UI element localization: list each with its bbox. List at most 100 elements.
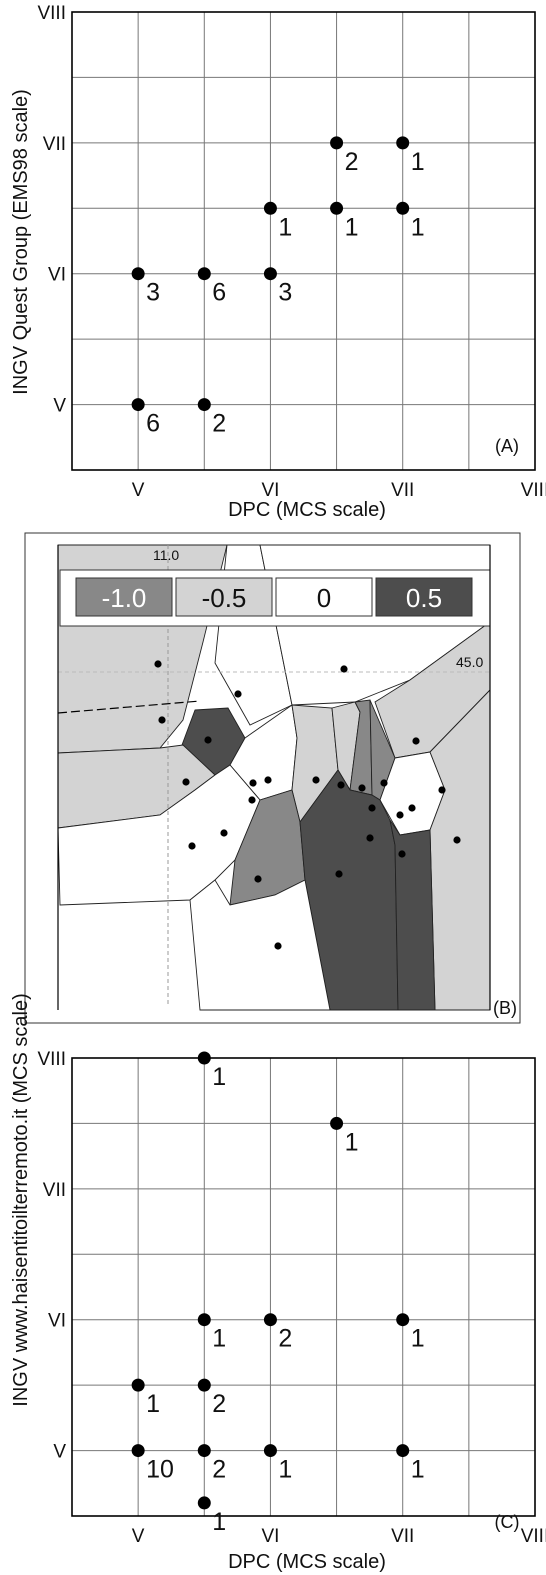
point-count-label: 1 — [212, 1325, 226, 1353]
data-point — [263, 267, 277, 281]
point-count-label: 1 — [212, 1508, 226, 1536]
x-tick-label: V — [132, 480, 145, 501]
panel-b-frame — [24, 532, 521, 1024]
station-dot — [408, 804, 416, 812]
point-count-label: 3 — [278, 279, 292, 307]
region-boundary-dashed — [57, 700, 201, 714]
legend-label: 0.5 — [406, 583, 442, 613]
data-point — [330, 1116, 344, 1130]
station-dot — [368, 804, 376, 812]
legend-label: 0 — [317, 583, 331, 613]
panel-c-scatter: V VI VII VIII V VI VII VIII 1 1 1 2 1 1 2 10 2 1 1 1 — [37, 1049, 546, 1547]
point-count-label: 2 — [212, 1390, 226, 1418]
station-dot — [264, 776, 272, 784]
station-dot — [340, 665, 348, 673]
panel-c-label: (C) — [495, 1512, 520, 1532]
y-tick-label: V — [53, 396, 66, 417]
station-dot — [335, 870, 343, 878]
y-tick-label: VI — [48, 265, 66, 286]
panel-c-xlabel: DPC (MCS scale) — [228, 1551, 386, 1573]
station-dot — [396, 811, 404, 819]
y-tick-label: VI — [48, 1311, 66, 1332]
y-tick-label: VII — [43, 134, 66, 155]
station-dot — [234, 690, 242, 698]
data-point — [330, 136, 344, 150]
station-dot — [254, 875, 262, 883]
y-tick-label: VII — [43, 1180, 66, 1201]
longitude-label: 11.0 — [153, 547, 179, 563]
station-dot — [204, 736, 212, 744]
data-point — [131, 1378, 145, 1392]
latitude-label: 45.0 — [456, 654, 483, 670]
station-dot — [412, 737, 420, 745]
point-count-label: 1 — [278, 213, 292, 241]
x-tick-label: VI — [261, 480, 279, 501]
data-point — [131, 1444, 145, 1458]
map-cell-south-white — [189, 879, 331, 1011]
x-tick-label: VII — [391, 1526, 414, 1547]
station-dot — [154, 660, 162, 668]
data-point — [396, 136, 410, 150]
plot-frame — [71, 1057, 536, 1517]
x-tick-label: V — [132, 1526, 145, 1547]
station-dot — [438, 786, 446, 794]
station-dot — [453, 836, 461, 844]
station-dot — [188, 842, 196, 850]
station-dots — [154, 660, 461, 950]
station-dot — [398, 850, 406, 858]
panel-b-map: 11.0 45.0 — [24, 532, 521, 1024]
station-dot — [220, 829, 228, 837]
station-dot — [380, 779, 388, 787]
point-count-label: 1 — [278, 1456, 292, 1484]
data-point — [330, 201, 344, 215]
point-count-label: 2 — [278, 1325, 292, 1353]
panel-c-ylabel: INGV www.haisentitoilterremoto.it (MCS s… — [10, 993, 32, 1406]
y-tick-label: V — [53, 1442, 66, 1463]
data-point — [263, 1313, 277, 1327]
panel-a-ylabel: INGV Quest Group (EMS98 scale) — [10, 89, 32, 395]
data-point — [197, 398, 211, 412]
point-count-label: 10 — [146, 1456, 174, 1484]
station-dot — [312, 776, 320, 784]
legend-swatch — [175, 577, 273, 617]
station-dot — [274, 942, 282, 950]
data-point — [131, 267, 145, 281]
data-point — [263, 201, 277, 215]
point-count-label: 1 — [411, 148, 425, 176]
map-cell-dark-3 — [389, 819, 436, 1011]
station-dot — [158, 716, 166, 724]
data-point — [131, 398, 145, 412]
plot-frame — [71, 11, 536, 471]
point-count-label: 1 — [345, 1128, 359, 1156]
point-count-label: 6 — [146, 410, 160, 438]
station-dot — [358, 784, 366, 792]
panel-a-xlabel: DPC (MCS scale) — [228, 499, 386, 521]
data-point — [197, 1444, 211, 1458]
data-point — [396, 1313, 410, 1327]
data-point — [263, 1444, 277, 1458]
legend-swatch — [375, 577, 473, 617]
point-count-label: 2 — [212, 1456, 226, 1484]
station-dot — [249, 779, 257, 787]
x-tick-label: VIII — [521, 480, 546, 501]
station-dot — [366, 834, 374, 842]
x-tick-label: VII — [391, 480, 414, 501]
data-point — [197, 1378, 211, 1392]
panel-b-label: (B) — [493, 998, 517, 1018]
point-count-label: 2 — [345, 148, 359, 176]
y-tick-label: VIII — [37, 3, 66, 24]
legend: -1.0 -0.5 0 0.5 — [75, 577, 473, 617]
station-dot — [337, 781, 345, 789]
data-point — [396, 201, 410, 215]
station-dot — [182, 778, 190, 786]
data-point — [197, 1496, 211, 1510]
x-tick-label: VIII — [521, 1526, 546, 1547]
panel-a-label: (A) — [495, 436, 519, 456]
point-count-label: 2 — [212, 410, 226, 438]
point-count-label: 1 — [411, 1325, 425, 1353]
point-count-label: 6 — [212, 279, 226, 307]
data-point — [197, 1051, 211, 1065]
point-count-label: 3 — [146, 279, 160, 307]
data-point — [197, 1313, 211, 1327]
legend-swatch — [75, 577, 173, 617]
